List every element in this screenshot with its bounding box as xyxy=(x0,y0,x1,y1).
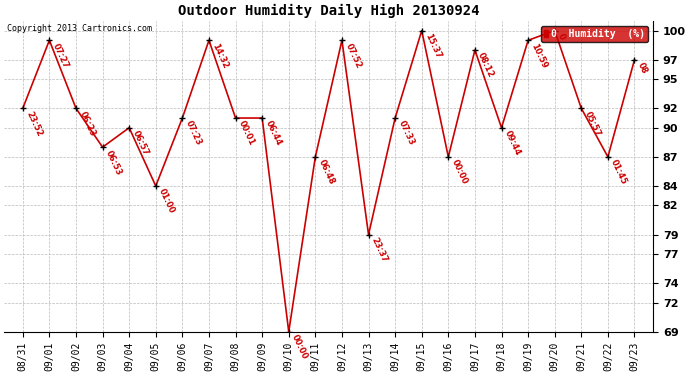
Text: 07:52: 07:52 xyxy=(344,42,363,70)
Text: 00:01: 00:01 xyxy=(237,119,256,147)
Text: 09:44: 09:44 xyxy=(503,129,522,157)
Text: 10:59: 10:59 xyxy=(529,42,549,70)
Text: 23:37: 23:37 xyxy=(370,236,389,264)
Text: 15:37: 15:37 xyxy=(423,32,442,60)
Text: 07:27: 07:27 xyxy=(51,42,70,69)
Text: 06:57: 06:57 xyxy=(130,129,150,157)
Text: 01:00: 01:00 xyxy=(157,188,177,215)
Text: 0: 0 xyxy=(556,32,566,41)
Text: 06:53: 06:53 xyxy=(104,148,124,177)
Text: 06:44: 06:44 xyxy=(264,119,283,147)
Text: 07:33: 07:33 xyxy=(397,119,416,147)
Text: 05:57: 05:57 xyxy=(582,110,602,138)
Text: 08: 08 xyxy=(636,61,649,75)
Text: 07:23: 07:23 xyxy=(184,119,203,147)
Text: 06:23: 06:23 xyxy=(77,110,97,138)
Text: 06:48: 06:48 xyxy=(317,158,336,186)
Text: 01:45: 01:45 xyxy=(609,158,629,186)
Legend: 0  Humidity  (%): 0 Humidity (%) xyxy=(541,26,648,42)
Title: Outdoor Humidity Daily High 20130924: Outdoor Humidity Daily High 20130924 xyxy=(178,4,480,18)
Text: 08:12: 08:12 xyxy=(476,51,495,80)
Text: 14:32: 14:32 xyxy=(210,42,230,70)
Text: 00:00: 00:00 xyxy=(290,333,309,361)
Text: Copyright 2013 Cartronics.com: Copyright 2013 Cartronics.com xyxy=(8,24,152,33)
Text: 23:52: 23:52 xyxy=(24,110,43,138)
Text: 00:00: 00:00 xyxy=(450,158,469,186)
